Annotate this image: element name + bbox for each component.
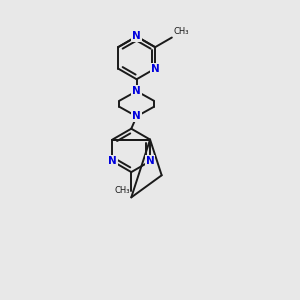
- Text: CH₃: CH₃: [173, 27, 189, 36]
- Text: N: N: [151, 64, 160, 74]
- Text: N: N: [132, 111, 141, 122]
- Text: N: N: [132, 86, 141, 96]
- Text: N: N: [146, 156, 154, 166]
- Text: CH₃: CH₃: [114, 186, 130, 195]
- Text: N: N: [108, 156, 117, 166]
- Text: N: N: [132, 32, 141, 41]
